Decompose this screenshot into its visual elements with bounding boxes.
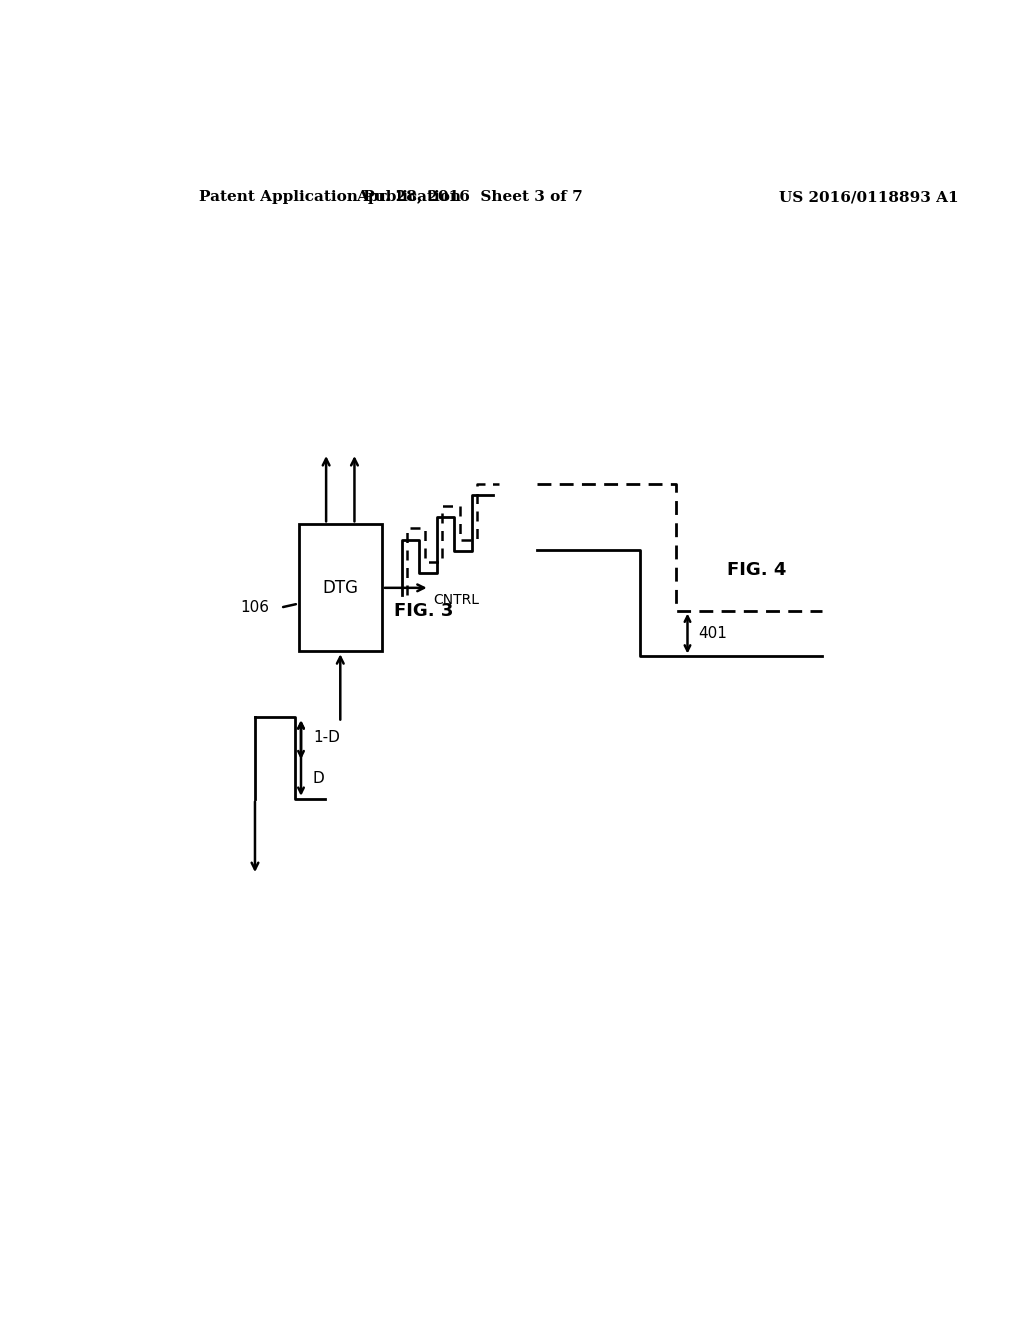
Text: FIG. 3: FIG. 3 bbox=[394, 602, 454, 619]
Text: DTG: DTG bbox=[323, 579, 358, 597]
Text: 1-D: 1-D bbox=[313, 730, 340, 746]
Bar bbox=[299, 524, 382, 651]
Text: FIG. 4: FIG. 4 bbox=[727, 561, 786, 579]
Text: CNTRL: CNTRL bbox=[433, 593, 479, 607]
Text: US 2016/0118893 A1: US 2016/0118893 A1 bbox=[778, 190, 958, 205]
Text: 106: 106 bbox=[241, 601, 269, 615]
Text: D: D bbox=[313, 771, 325, 785]
Text: 401: 401 bbox=[697, 626, 727, 642]
Text: Apr. 28, 2016  Sheet 3 of 7: Apr. 28, 2016 Sheet 3 of 7 bbox=[356, 190, 583, 205]
Text: Patent Application Publication: Patent Application Publication bbox=[200, 190, 462, 205]
